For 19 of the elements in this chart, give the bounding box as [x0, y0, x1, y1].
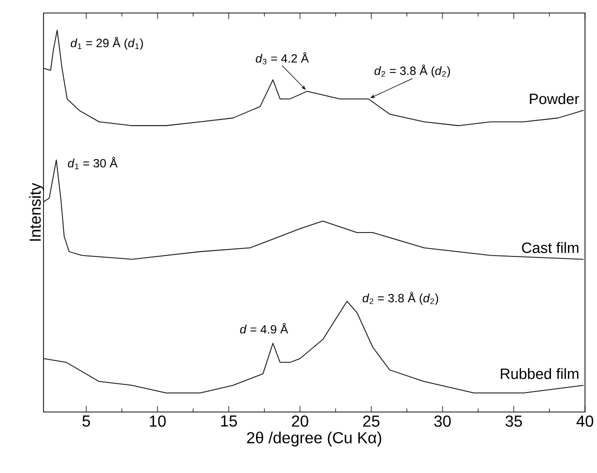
- x-tick-label: 40: [576, 416, 594, 427]
- annotation: d$_{2}$ = 3.8 Å (d$_{2}$): [362, 292, 438, 305]
- annotation: d = 4.9 Å: [240, 322, 288, 334]
- annotation: d$_{2}$ = 3.8 Å (d$_{2}$): [374, 64, 450, 78]
- annotation: d$_{3}$ = 4.2 Å: [256, 52, 309, 64]
- series-label: Powder: [530, 93, 580, 104]
- x-tick-label: 35: [506, 416, 522, 427]
- series-label: Cast film: [522, 242, 578, 254]
- y-axis-title: Intensity: [29, 182, 44, 241]
- annotation: d$_{1}$ = 30 Å: [68, 156, 118, 170]
- x-tick-label: 5: [82, 416, 90, 427]
- series-label: Rubbed film: [500, 368, 578, 380]
- x-tick-label: 10: [150, 416, 166, 427]
- x-tick-label: 25: [363, 416, 380, 427]
- x-tick-label: 30: [434, 416, 451, 427]
- x-tick-label: 20: [292, 416, 308, 427]
- x-axis-title: 2θ /degree (Cu Kα): [247, 432, 382, 447]
- annotation: d$_{1}$ = 29 Å (d$_{1}$): [70, 36, 143, 50]
- x-tick-label: 15: [221, 416, 237, 427]
